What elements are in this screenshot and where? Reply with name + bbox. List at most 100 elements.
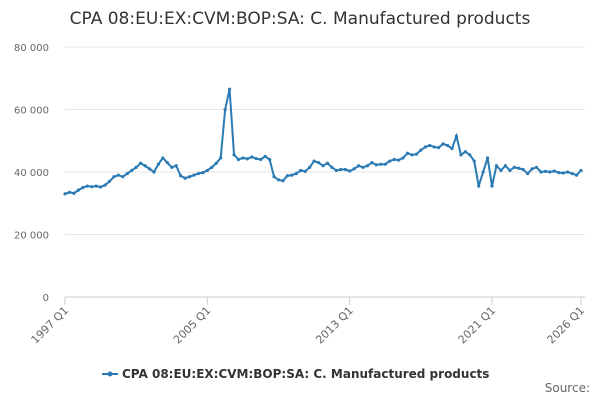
point [174, 164, 178, 168]
x-tick-label: 2026 Q1 [545, 304, 588, 347]
point [161, 156, 165, 160]
point [534, 165, 539, 169]
point [98, 185, 103, 189]
point [566, 170, 570, 174]
point [130, 168, 134, 173]
point [561, 171, 565, 175]
point [463, 150, 467, 154]
point [365, 164, 370, 168]
x-tick-label: 1997 Q1 [29, 304, 72, 347]
point [397, 158, 401, 162]
point [401, 156, 405, 160]
point [383, 162, 387, 166]
x-tick-label: 2021 Q1 [456, 304, 499, 347]
point [339, 167, 343, 172]
y-tick-label: 20 000 [14, 231, 49, 242]
point [352, 167, 356, 171]
point [219, 156, 223, 160]
point [437, 146, 441, 150]
point [103, 183, 107, 187]
point [423, 145, 427, 149]
point [268, 157, 272, 162]
point [272, 175, 276, 179]
point [379, 162, 383, 166]
point [557, 171, 561, 175]
point [388, 159, 392, 163]
y-tick-label: 60 000 [14, 106, 49, 117]
point [223, 107, 227, 112]
point [156, 162, 161, 166]
point [250, 155, 254, 159]
point [205, 168, 209, 173]
point [312, 159, 316, 163]
point [410, 153, 414, 157]
point [574, 173, 579, 177]
point [85, 184, 89, 188]
point [281, 179, 285, 183]
point [374, 163, 378, 167]
point [94, 184, 98, 188]
point [348, 169, 352, 173]
point [530, 167, 534, 171]
y-tick-label: 0 [43, 293, 49, 304]
point [227, 87, 232, 91]
point [254, 156, 258, 161]
point [116, 173, 120, 177]
point [134, 165, 138, 169]
point [143, 164, 147, 168]
point [343, 167, 347, 172]
point [112, 175, 116, 179]
point [481, 170, 485, 174]
point [392, 157, 396, 162]
point [245, 157, 249, 161]
point [241, 156, 245, 160]
point [472, 159, 476, 163]
y-tick-label: 80 000 [14, 43, 49, 54]
point [285, 174, 290, 178]
point [459, 153, 463, 157]
point [468, 153, 472, 157]
point [316, 161, 321, 165]
point [539, 170, 543, 174]
point [445, 143, 450, 148]
point [521, 167, 525, 172]
point [485, 156, 490, 160]
point [428, 143, 432, 148]
point [179, 174, 183, 178]
series-line [64, 88, 582, 195]
point [414, 152, 419, 156]
point [325, 161, 330, 165]
legend-label: CPA 08:EU:EX:CVM:BOP:SA: C. Manufactured… [122, 367, 489, 381]
point [76, 188, 80, 192]
point [334, 168, 338, 173]
point [183, 176, 187, 180]
x-tick-label: 2005 Q1 [171, 304, 214, 347]
point [81, 186, 85, 190]
point [232, 153, 236, 157]
point [170, 165, 174, 169]
point [187, 175, 192, 179]
point [67, 190, 72, 194]
point [125, 171, 129, 176]
point [543, 169, 548, 173]
point [303, 169, 307, 173]
point [214, 161, 218, 165]
point [490, 184, 494, 188]
point [90, 185, 94, 189]
point [139, 161, 143, 165]
point [259, 157, 263, 162]
point [152, 170, 156, 174]
chart-title: CPA 08:EU:EX:CVM:BOP:SA: C. Manufactured… [70, 9, 531, 29]
point [508, 168, 512, 173]
point [570, 171, 574, 176]
point [499, 168, 503, 173]
point [121, 175, 125, 179]
point [196, 171, 201, 176]
point [419, 148, 423, 152]
point [454, 134, 459, 138]
point [165, 161, 169, 165]
point [526, 171, 530, 176]
point [276, 178, 281, 182]
point [107, 179, 112, 183]
